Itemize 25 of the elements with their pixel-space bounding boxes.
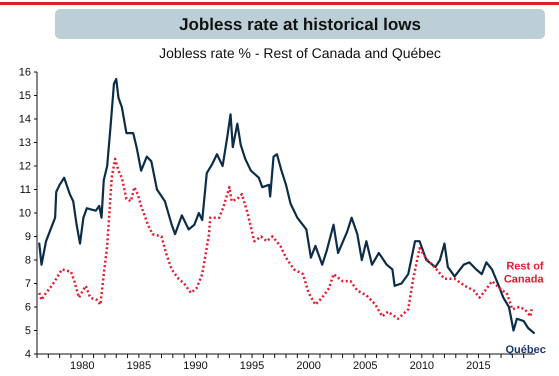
x-tick-label: 2005 xyxy=(352,360,378,372)
x-tick-label: 1980 xyxy=(70,360,95,372)
y-tick-label: 4 xyxy=(24,348,31,361)
y-tick-label: 10 xyxy=(18,208,31,220)
y-tick-label: 13 xyxy=(18,137,31,150)
chart-title: Jobless rate at historical lows xyxy=(179,15,421,34)
y-tick-label: 9 xyxy=(24,231,31,244)
series-label: Québec xyxy=(506,344,546,356)
y-tick-label: 16 xyxy=(18,66,31,79)
y-tick-label: 6 xyxy=(24,302,31,314)
x-tick-label: 1985 xyxy=(126,360,152,372)
y-tick-label: 15 xyxy=(18,90,31,102)
y-tick-label: 5 xyxy=(24,325,31,338)
y-tick-label: 11 xyxy=(20,184,31,196)
y-tick-label: 8 xyxy=(24,254,31,267)
x-tick-label: 1990 xyxy=(183,360,208,372)
chart-subtitle: Jobless rate % - Rest of Canada and Québec xyxy=(159,45,441,61)
y-tick-label: 12 xyxy=(18,160,31,173)
y-tick-label: 14 xyxy=(18,114,31,126)
series-label: Rest of Canada xyxy=(504,260,544,286)
x-tick-label: 2000 xyxy=(296,360,321,372)
x-tick-label: 2010 xyxy=(410,360,434,372)
x-tick-label: 1995 xyxy=(240,360,264,372)
x-tick-label: 2015 xyxy=(466,360,491,372)
y-tick-label: 7 xyxy=(24,278,31,290)
